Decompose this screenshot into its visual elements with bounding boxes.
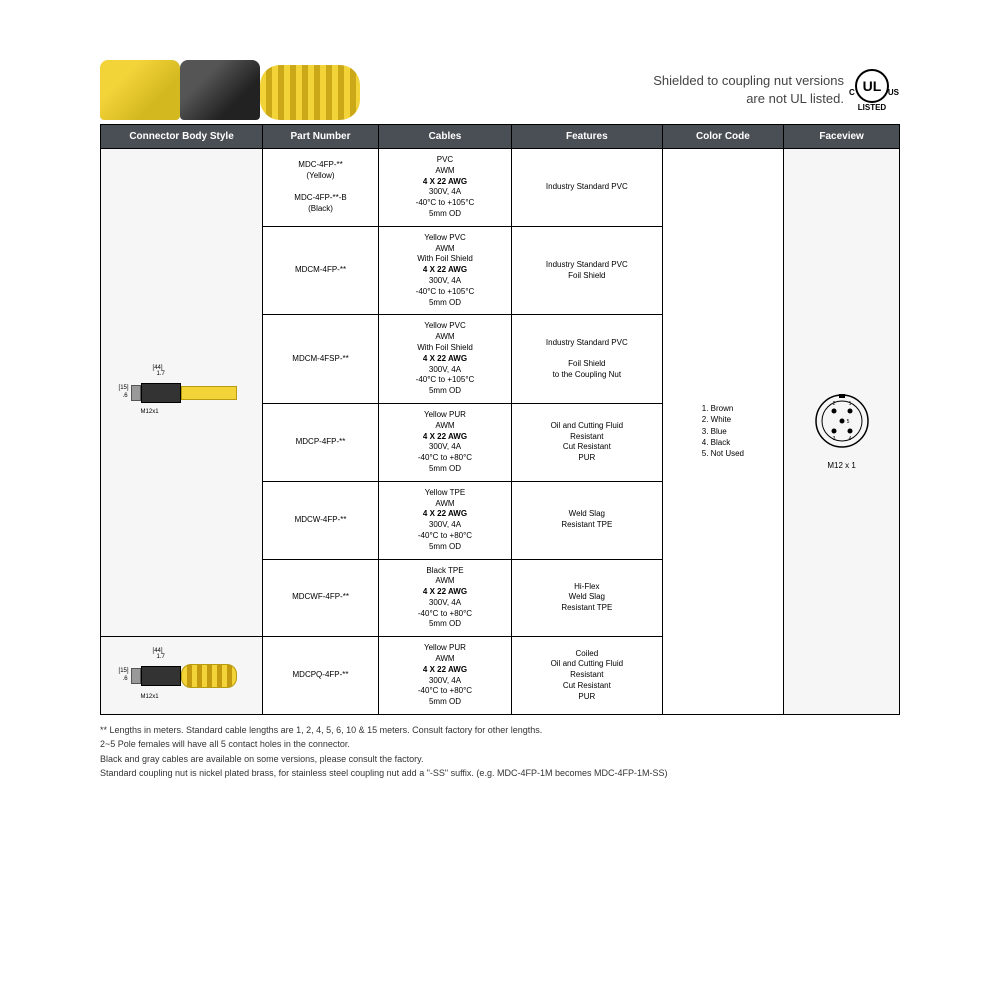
ul-listed-label: LISTED: [844, 103, 900, 112]
color-2: 2. White: [702, 415, 731, 424]
cables-cell: Yellow PUR AWM 4 X 22 AWG 300V, 4A -40°C…: [378, 637, 511, 715]
table-header-row: Connector Body Style Part Number Cables …: [101, 125, 900, 149]
dim-top2: 1.7: [157, 370, 165, 378]
cables-cell: Yellow PUR AWM 4 X 22 AWG 300V, 4A -40°C…: [378, 403, 511, 481]
features-cell: Industry Standard PVC Foil Shield: [512, 226, 663, 315]
header-note-line1: Shielded to coupling nut versions: [653, 73, 844, 88]
features-cell: Industry Standard PVC Foil Shield to the…: [512, 315, 663, 404]
header-note: Shielded to coupling nut versions are no…: [360, 72, 844, 108]
faceview-label: M12 x 1: [788, 461, 895, 472]
features-cell: Oil and Cutting Fluid Resistant Cut Resi…: [512, 403, 663, 481]
part-cell: MDCP-4FP-**: [263, 403, 379, 481]
connector-image-coiled: [260, 65, 360, 120]
connector-image-black: [180, 60, 260, 120]
th-body: Connector Body Style: [101, 125, 263, 149]
header-row: Shielded to coupling nut versions are no…: [100, 60, 900, 120]
svg-text:2: 2: [832, 401, 835, 407]
th-color: Color Code: [662, 125, 784, 149]
body-style-cell-straight: [44] 1.7 [15] .6 M12x1: [101, 149, 263, 637]
features-cell: Hi-Flex Weld Slag Resistant TPE: [512, 559, 663, 637]
cables-cell: Yellow PVC AWM With Foil Shield 4 X 22 A…: [378, 315, 511, 404]
features-cell: Coiled Oil and Cutting Fluid Resistant C…: [512, 637, 663, 715]
ul-circle-icon: UL: [855, 69, 889, 103]
faceview-cell: 2 1 5 3 4 M12 x 1: [784, 149, 900, 715]
footnotes: ** Lengths in meters. Standard cable len…: [100, 723, 900, 781]
header-note-line2: are not UL listed.: [746, 91, 844, 106]
dim-left2: .6: [123, 392, 128, 400]
th-features: Features: [512, 125, 663, 149]
features-cell: Industry Standard PVC: [512, 149, 663, 227]
footnote-1: ** Lengths in meters. Standard cable len…: [100, 723, 900, 737]
part-cell: MDCW-4FP-**: [263, 481, 379, 559]
connector-drawing-coiled: [44] 1.7 [15] .6 M12x1: [127, 651, 237, 701]
dim-left: [15]: [119, 384, 129, 392]
footnote-3: Black and gray cables are available on s…: [100, 752, 900, 766]
th-face: Faceview: [784, 125, 900, 149]
svg-text:3: 3: [832, 436, 835, 442]
part-a: MDC-4FP-**: [298, 160, 342, 169]
th-cables: Cables: [378, 125, 511, 149]
connector-image-yellow: [100, 60, 180, 120]
color-code-cell: 1. Brown 2. White 3. Blue 4. Black 5. No…: [662, 149, 784, 715]
part-a-sub: (Yellow): [306, 171, 334, 180]
cables-cell: PVC AWM 4 X 22 AWG 300V, 4A -40°C to +10…: [378, 149, 511, 227]
color-3: 3. Blue: [702, 427, 727, 436]
part-cell: MDCM-4FSP-**: [263, 315, 379, 404]
ul-text: UL: [863, 78, 882, 94]
cables-cell: Black TPE AWM 4 X 22 AWG 300V, 4A -40°C …: [378, 559, 511, 637]
footnote-2: 2~5 Pole females will have all 5 contact…: [100, 737, 900, 751]
svg-text:4: 4: [848, 436, 851, 442]
body-style-cell-coiled: [44] 1.7 [15] .6 M12x1: [101, 637, 263, 715]
cables-cell: Yellow TPE AWM 4 X 22 AWG 300V, 4A -40°C…: [378, 481, 511, 559]
part-cell: MDCWF-4FP-**: [263, 559, 379, 637]
part-b: MDC-4FP-**-B: [294, 193, 346, 202]
color-4: 4. Black: [702, 438, 730, 447]
product-images: [100, 60, 360, 120]
svg-text:5: 5: [846, 419, 849, 425]
features-cell: Weld Slag Resistant TPE: [512, 481, 663, 559]
ul-badge: UL LISTED: [844, 69, 900, 112]
part-cell: MDC-4FP-** (Yellow) MDC-4FP-**-B (Black): [263, 149, 379, 227]
table-row: [44] 1.7 [15] .6 M12x1 MDC-4FP-** (Yello…: [101, 149, 900, 227]
part-cell: MDCPQ-4FP-**: [263, 637, 379, 715]
part-b-sub: (Black): [308, 204, 333, 213]
faceview-diagram-icon: 2 1 5 3 4: [812, 391, 872, 451]
footnote-4: Standard coupling nut is nickel plated b…: [100, 766, 900, 780]
thread-label: M12x1: [141, 408, 159, 416]
color-1: 1. Brown: [702, 404, 734, 413]
color-5: 5. Not Used: [702, 449, 744, 458]
spec-table: Connector Body Style Part Number Cables …: [100, 124, 900, 715]
cables-cell: Yellow PVC AWM With Foil Shield 4 X 22 A…: [378, 226, 511, 315]
th-part: Part Number: [263, 125, 379, 149]
svg-text:1: 1: [848, 401, 851, 407]
part-cell: MDCM-4FP-**: [263, 226, 379, 315]
connector-drawing-straight: [44] 1.7 [15] .6 M12x1: [127, 368, 237, 418]
